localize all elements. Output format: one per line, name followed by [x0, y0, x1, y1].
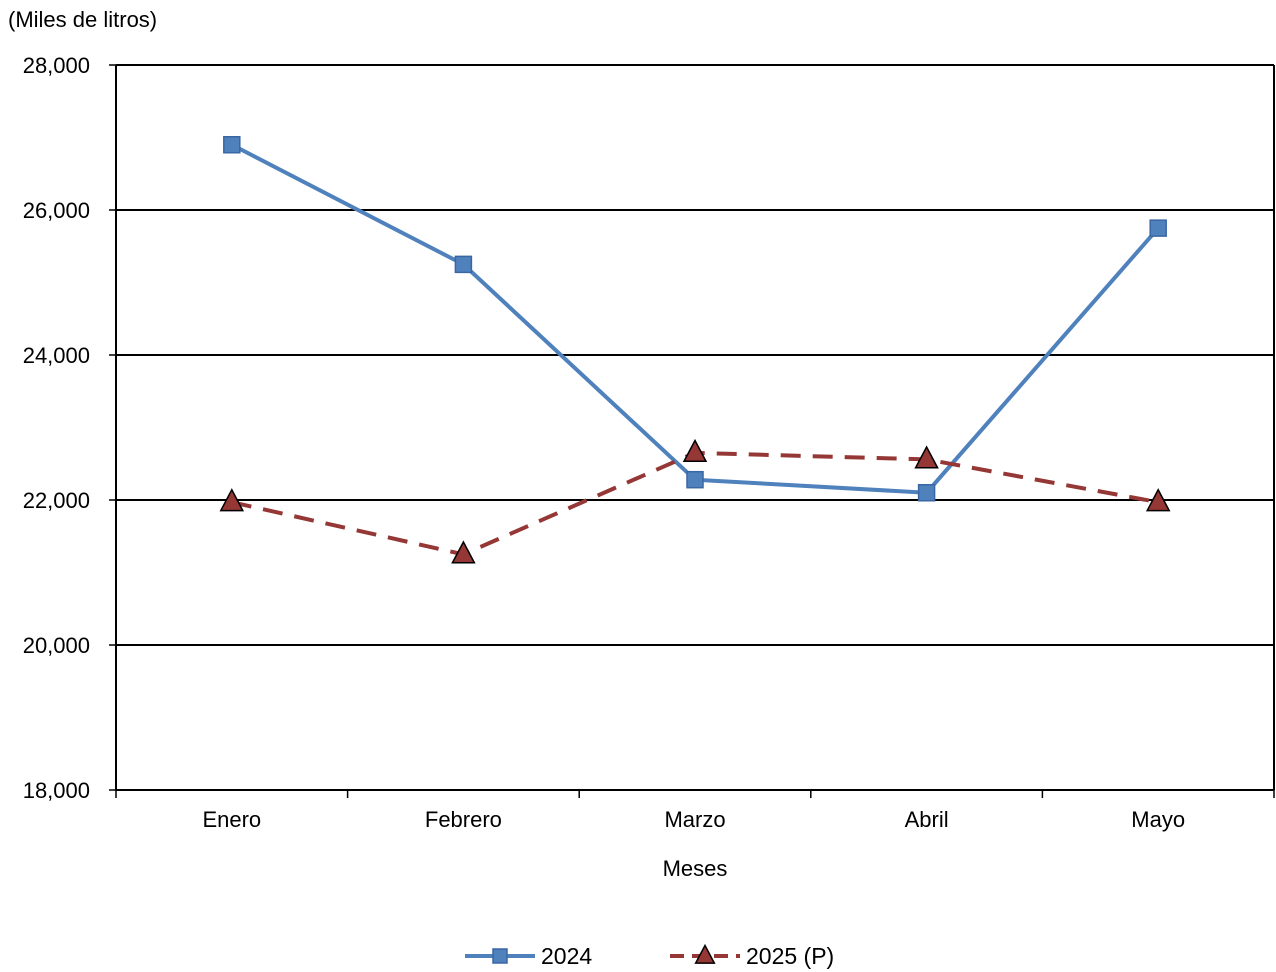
data-point: [914, 445, 939, 469]
data-point: [451, 540, 476, 564]
series-line-2: [231, 450, 1159, 557]
x-tick-label: Marzo: [664, 807, 725, 832]
x-axis-title: Meses: [663, 856, 728, 881]
x-tick-label: Abril: [905, 807, 949, 832]
legend-marker: [492, 948, 508, 964]
axes: 18,000 20,000 22,000 24,000 26,000 28,000 Ener…: [23, 53, 1275, 832]
y-axis-title: (Miles de litros): [8, 7, 157, 32]
data-point: [1149, 219, 1167, 237]
x-tick-label: Enero: [202, 807, 261, 832]
legend-marker: [694, 943, 716, 964]
data-point: [1145, 488, 1171, 512]
y-tick-label: 18,000: [23, 778, 90, 803]
data-point: [454, 255, 473, 274]
legend-item: 2025 (P): [670, 943, 834, 969]
legend-item: 2024: [465, 943, 592, 969]
y-tick-label: 20,000: [23, 633, 90, 658]
data-point: [223, 136, 241, 154]
data-point: [219, 488, 245, 512]
data-point: [686, 470, 704, 489]
legend-label: 2024: [541, 943, 592, 969]
data-point: [682, 438, 708, 463]
data-point: [917, 484, 936, 502]
y-tick-label: 24,000: [23, 343, 90, 368]
legend: 2024 2025 (P): [465, 943, 834, 969]
y-tick-label: 26,000: [23, 198, 90, 223]
legend-label: 2025 (P): [746, 943, 834, 969]
grid-lines: [116, 64, 1274, 646]
series-lines: [219, 136, 1171, 564]
x-tick-label: Febrero: [425, 807, 502, 832]
y-tick-label: 22,000: [23, 488, 90, 513]
x-tick-label: Mayo: [1131, 807, 1185, 832]
y-tick-label: 28,000: [23, 53, 90, 78]
